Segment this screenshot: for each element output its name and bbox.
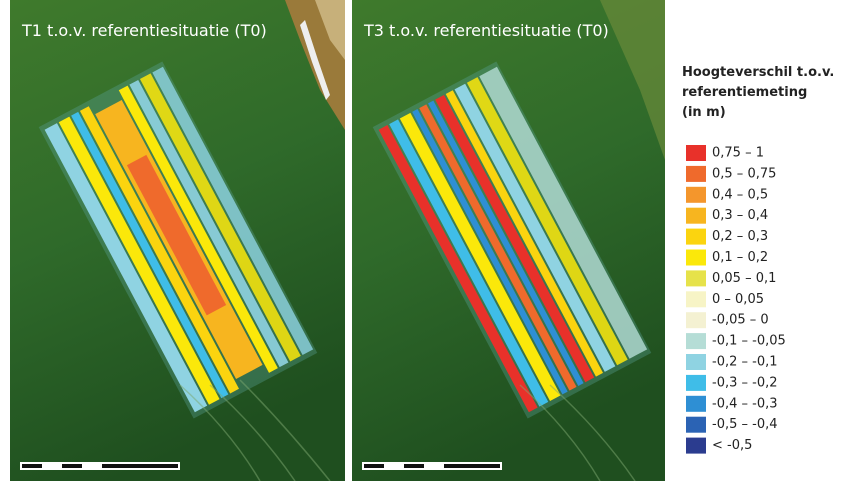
legend-label: 0,75 – 1 (712, 146, 764, 161)
legend-label: -0,2 – -0,1 (712, 355, 778, 370)
legend-label: -0,5 – -0,4 (712, 417, 778, 432)
legend-swatch (686, 229, 706, 245)
legend-label: -0,3 – -0,2 (712, 375, 778, 390)
legend-swatch (686, 291, 706, 307)
legend-swatch (686, 250, 706, 266)
legend-swatch (686, 166, 706, 182)
legend-swatch (686, 354, 706, 370)
legend-swatch (686, 145, 706, 161)
legend-swatch (686, 208, 706, 224)
legend-label: -0,05 – 0 (712, 313, 769, 328)
legend-label: 0,5 – 0,75 (712, 166, 776, 181)
legend-label: 0,2 – 0,3 (712, 229, 768, 244)
legend-label: -0,4 – -0,3 (712, 396, 778, 411)
panel-title: T3 t.o.v. referentiesituatie (T0) (363, 21, 609, 40)
legend-swatch (686, 187, 706, 203)
legend-label: < -0,5 (712, 438, 752, 453)
legend-swatch (686, 417, 706, 433)
legend-label: 0,3 – 0,4 (712, 208, 768, 223)
legend-swatch (686, 396, 706, 412)
legend-title: (in m) (682, 105, 726, 120)
legend-swatch (686, 270, 706, 286)
legend-swatch (686, 438, 706, 454)
page: T1 t.o.v. referentiesituatie (T0) T3 t.o… (0, 0, 854, 481)
legend-label: 0,4 – 0,5 (712, 187, 768, 202)
legend-swatch (686, 312, 706, 328)
legend-label: -0,1 – -0,05 (712, 334, 786, 349)
legend-label: 0,1 – 0,2 (712, 250, 768, 265)
legend-swatch (686, 375, 706, 391)
legend-label: 0 – 0,05 (712, 292, 764, 307)
legend: Hoogteverschil t.o.v. referentiemeting (in… (682, 65, 834, 454)
legend-title: Hoogteverschil t.o.v. (682, 65, 834, 80)
legend-swatch (686, 333, 706, 349)
map-panel: T1 t.o.v. referentiesituatie (T0) (10, 0, 345, 481)
legend-label: 0,05 – 0,1 (712, 271, 776, 286)
legend-title: referentiemeting (682, 85, 807, 100)
panel-title: T1 t.o.v. referentiesituatie (T0) (21, 21, 267, 40)
map-panel: T3 t.o.v. referentiesituatie (T0) (352, 0, 665, 481)
